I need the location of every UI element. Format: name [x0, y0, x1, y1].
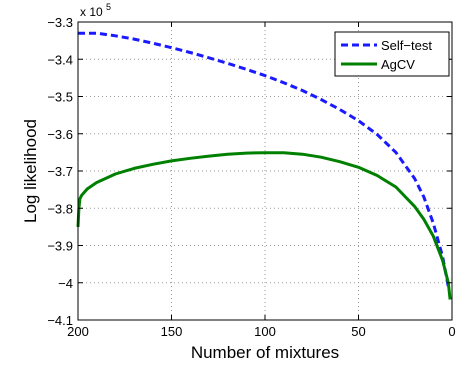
y-tick-label: −3.7 — [47, 164, 73, 179]
y-multiplier-exponent: 5 — [106, 2, 111, 12]
legend: Self−test AgCV — [334, 31, 450, 77]
x-axis-title: Number of mixtures — [191, 343, 339, 362]
y-tick-label: −4.1 — [47, 313, 73, 328]
x-tick-label: 150 — [161, 324, 183, 339]
y-tick-label: −3.6 — [47, 127, 73, 142]
x-tick-label: 200 — [67, 324, 89, 339]
x-tick-label: 0 — [448, 324, 455, 339]
legend-label-agcv: AgCV — [381, 57, 415, 72]
y-tick-label: −3.3 — [47, 15, 73, 30]
legend-label-self-test: Self−test — [381, 38, 432, 53]
y-axis-title: Log likelihood — [21, 119, 40, 223]
x-tick-label: 50 — [351, 324, 365, 339]
axis-ticks: 200 150 100 50 0 −3.3 −3.4 −3.5 −3.6 −3.7 −3.8 −3.9… — [47, 15, 455, 339]
y-tick-label: −3.5 — [47, 90, 73, 105]
y-tick-label: −3.9 — [47, 239, 73, 254]
y-tick-label: −3.8 — [47, 201, 73, 216]
x-tick-label: 100 — [254, 324, 276, 339]
grid-lines — [78, 22, 452, 320]
y-multiplier-label: x 10 5 — [80, 2, 111, 19]
plot-series — [76, 31, 452, 300]
y-tick-label: −4 — [58, 276, 73, 291]
y-tick-label: −3.4 — [47, 52, 73, 67]
y-multiplier-base: x 10 — [80, 5, 103, 19]
legend-box — [334, 31, 450, 77]
series-line-agcv — [76, 151, 452, 300]
series-line-self-test — [78, 31, 450, 287]
